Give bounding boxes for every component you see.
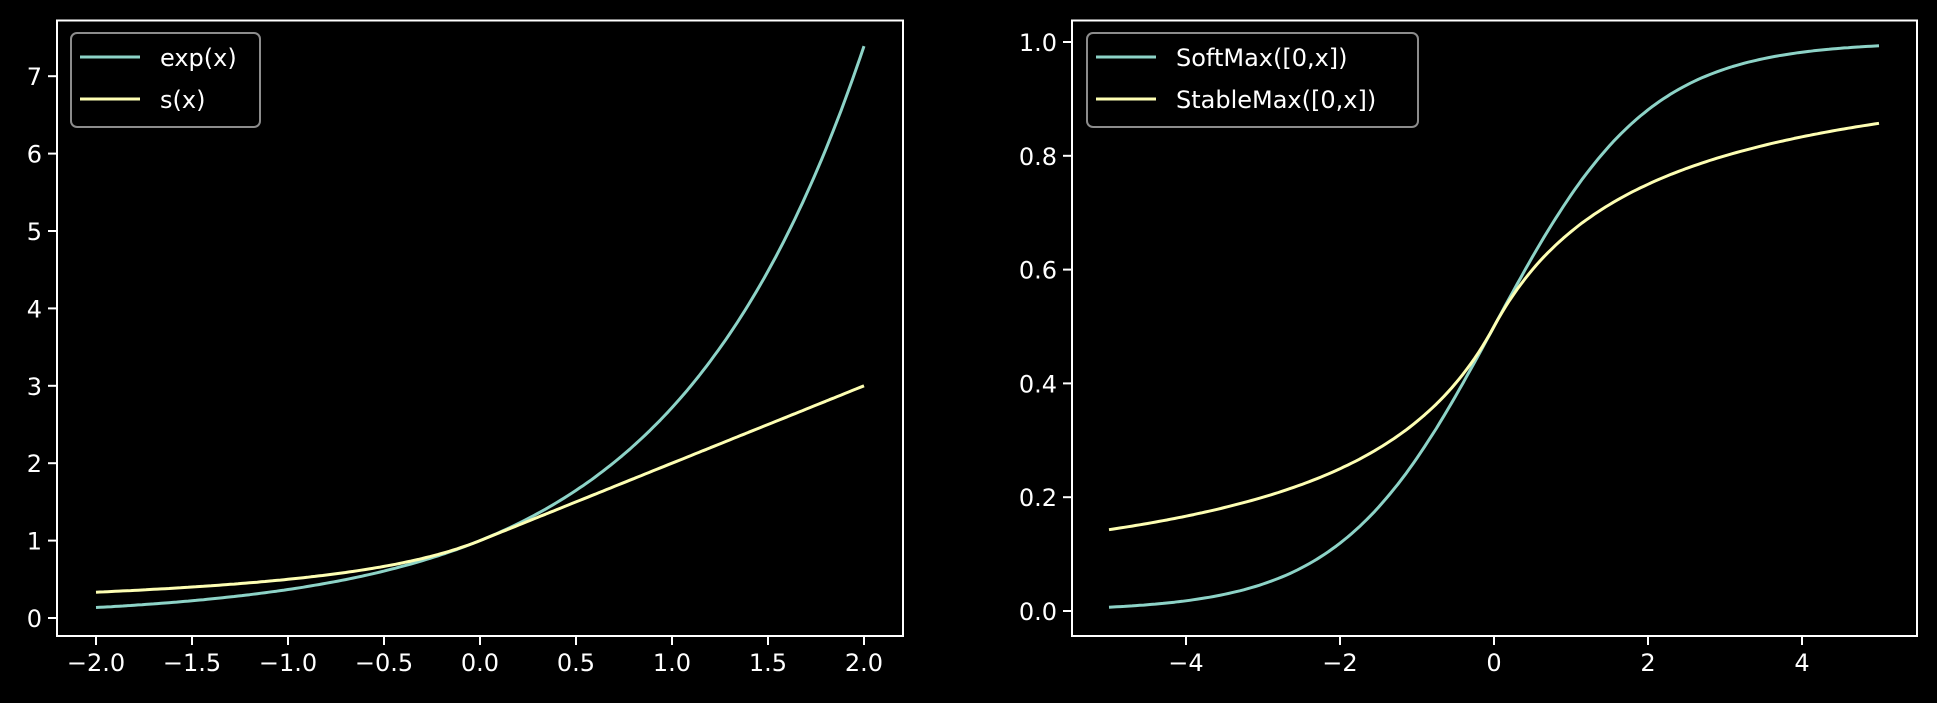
x-tick-label: −4 bbox=[1168, 649, 1203, 677]
x-tick-label: −1.0 bbox=[259, 649, 317, 677]
left-plot-lines bbox=[95, 45, 866, 609]
y-tick-label: 0 bbox=[27, 605, 42, 633]
x-tick-label: −1.5 bbox=[163, 649, 221, 677]
y-tick-label: 6 bbox=[27, 141, 42, 169]
left-legend: exp(x) s(x) bbox=[70, 32, 261, 128]
x-tick-label: 4 bbox=[1794, 649, 1809, 677]
x-tick-label: 2 bbox=[1640, 649, 1655, 677]
left-axes-ticks: −2.0 −1.5 −1.0 −0.5 0.0 0.5 1.0 1.5 2.0 0 1 2 3 4 5 6 7 bbox=[27, 63, 883, 677]
legend-label-exp: exp(x) bbox=[160, 44, 237, 72]
x-tick-label: 1.5 bbox=[749, 649, 787, 677]
y-tick-label: 0.0 bbox=[1019, 598, 1057, 626]
y-tick-label: 5 bbox=[27, 218, 42, 246]
right-legend: SoftMax([0,x]) StableMax([0,x]) bbox=[1086, 32, 1419, 128]
y-tick-label: 0.6 bbox=[1019, 257, 1057, 285]
y-tick-label: 1 bbox=[27, 528, 42, 556]
x-tick-label: 0.5 bbox=[557, 649, 595, 677]
y-tick-label: 4 bbox=[27, 295, 42, 323]
x-tick-label: 1.0 bbox=[653, 649, 691, 677]
y-tick-label: 7 bbox=[27, 63, 42, 91]
y-tick-label: 0.2 bbox=[1019, 484, 1057, 512]
x-tick-label: −0.5 bbox=[355, 649, 413, 677]
y-tick-label: 0.4 bbox=[1019, 370, 1057, 398]
series-line-s-x- bbox=[95, 384, 865, 594]
right-legend-box bbox=[1086, 32, 1419, 128]
x-tick-label: −2 bbox=[1322, 649, 1357, 677]
series-line-stablemax-0-x- bbox=[1108, 121, 1880, 532]
y-tick-label: 0.8 bbox=[1019, 143, 1057, 171]
legend-label-softmax: SoftMax([0,x]) bbox=[1176, 44, 1348, 72]
x-tick-label: 0 bbox=[1486, 649, 1501, 677]
x-tick-label: 0.0 bbox=[461, 649, 499, 677]
x-tick-label: 2.0 bbox=[845, 649, 883, 677]
legend-label-stablemax: StableMax([0,x]) bbox=[1176, 86, 1376, 114]
y-tick-label: 2 bbox=[27, 450, 42, 478]
right-plot: −4 −2 0 2 4 0.0 0.2 0.4 0.6 0.8 1.0 SoftMax([0,x])… bbox=[1019, 19, 1918, 677]
y-tick-label: 1.0 bbox=[1019, 29, 1057, 57]
y-tick-label: 3 bbox=[27, 373, 42, 401]
left-plot: −2.0 −1.5 −1.0 −0.5 0.0 0.5 1.0 1.5 2.001234567 … bbox=[27, 19, 904, 677]
right-axes-ticks: −4 −2 0 2 4 0.0 0.2 0.4 0.6 0.8 1.0 bbox=[1019, 29, 1810, 677]
legend-label-s: s(x) bbox=[160, 86, 205, 114]
right-plot-lines bbox=[1108, 44, 1880, 609]
series-line-exp-x- bbox=[95, 45, 866, 609]
x-tick-label: −2.0 bbox=[67, 649, 125, 677]
